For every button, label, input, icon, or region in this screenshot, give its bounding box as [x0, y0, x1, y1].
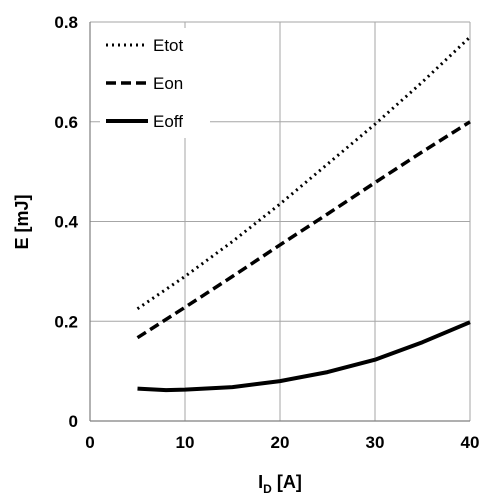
x-axis-label-unit: [A] [272, 472, 302, 492]
series-layer [136, 35, 472, 393]
x-axis-label-subscript: D [263, 482, 272, 496]
x-tick-label-40: 40 [461, 433, 480, 452]
y-tick-label-0: 0 [69, 412, 78, 431]
plot-frame [89, 21, 471, 422]
legend: Etot Eon Eoff [100, 28, 210, 138]
tick-labels: 0 10 20 30 40 0 0.2 0.4 0.6 0.8 [54, 13, 479, 452]
y-tick-label-0.8: 0.8 [54, 13, 78, 32]
y-axis-label: E [mJ] [12, 194, 32, 249]
y-tick-label-0.2: 0.2 [54, 312, 78, 331]
y-tick-label-0.6: 0.6 [54, 113, 78, 132]
x-tick-label-30: 30 [366, 433, 385, 452]
series-line-eoff [137, 320, 471, 393]
x-tick-label-0: 0 [85, 433, 94, 452]
x-axis-label-main: I [258, 472, 263, 492]
x-tick-label-20: 20 [271, 433, 290, 452]
legend-label-eoff: Eoff [153, 112, 183, 131]
x-axis-label: ID [A] [258, 472, 302, 496]
y-tick-label-0.4: 0.4 [54, 213, 78, 232]
legend-label-eon: Eon [153, 74, 183, 93]
legend-label-etot: Etot [153, 36, 184, 55]
x-tick-label-10: 10 [176, 433, 195, 452]
series-line-etot [136, 35, 472, 311]
series-line-eon [136, 120, 471, 340]
